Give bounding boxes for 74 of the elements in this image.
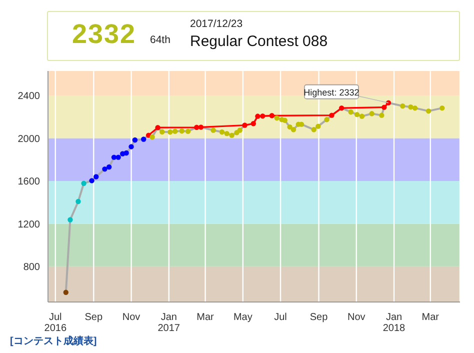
point <box>382 104 387 110</box>
point <box>354 112 360 118</box>
point <box>400 103 406 109</box>
point <box>316 124 321 129</box>
point <box>106 164 112 170</box>
chart-title: Regular Contest 088 <box>190 33 328 50</box>
point <box>210 128 216 133</box>
point <box>150 134 155 140</box>
point <box>168 129 173 135</box>
point <box>311 127 316 132</box>
x-tick-label: Jul 2016 <box>44 312 67 334</box>
point <box>324 116 330 122</box>
point <box>255 114 260 119</box>
point <box>89 178 94 184</box>
point <box>132 137 138 143</box>
point <box>260 113 266 119</box>
point <box>229 132 234 138</box>
point <box>124 150 129 156</box>
point <box>440 105 445 111</box>
point <box>76 198 81 204</box>
text: 2332 <box>72 19 136 50</box>
point <box>329 112 334 118</box>
x-tick-label: Mar <box>196 312 215 323</box>
point <box>102 166 108 172</box>
x-tick-label: Nov <box>122 312 140 323</box>
point <box>269 113 274 118</box>
point <box>179 128 184 134</box>
x-tick-label: Sep <box>84 312 103 323</box>
text: 64th <box>150 34 170 46</box>
y-tick-label: 2400 <box>18 91 40 102</box>
point <box>116 154 121 160</box>
annotation: Highest: 2332 <box>304 87 360 98</box>
point <box>155 125 160 130</box>
point <box>194 124 200 130</box>
point <box>68 217 73 222</box>
y-tick-label: 1600 <box>18 176 40 188</box>
point <box>290 127 296 132</box>
point <box>237 128 242 133</box>
point <box>412 105 418 111</box>
point <box>94 174 99 180</box>
point <box>160 129 165 134</box>
text: [コンテスト成績表] <box>10 334 97 348</box>
point <box>172 128 178 134</box>
point <box>287 124 292 130</box>
y-tick-label: 1200 <box>18 219 40 230</box>
point <box>63 290 68 295</box>
y-tick-label: 800 <box>23 262 40 273</box>
x-tick-label: Mar <box>422 312 440 323</box>
point <box>379 112 384 118</box>
x-tick-label: Sep <box>310 312 328 323</box>
chart-subtitle: 2017/12/23 <box>190 18 243 30</box>
point <box>250 121 256 126</box>
point <box>359 114 365 119</box>
x-tick-label: Jan 2017 <box>158 312 180 334</box>
point <box>408 104 414 110</box>
point <box>369 111 374 116</box>
point <box>282 118 288 123</box>
x-tick-label: Nov <box>347 312 366 323</box>
point <box>338 105 344 111</box>
point <box>426 108 432 114</box>
x-tick-label: Jan 2018 <box>382 312 406 334</box>
x-tick-label: Jul <box>274 312 287 323</box>
point <box>224 130 230 136</box>
point <box>81 180 86 186</box>
y-tick-label: 2000 <box>18 134 40 145</box>
point <box>198 124 204 130</box>
point <box>128 144 134 150</box>
x-tick-label: May <box>233 312 252 323</box>
point <box>348 109 354 115</box>
point <box>274 115 280 121</box>
point <box>242 122 248 128</box>
point <box>219 129 225 135</box>
point <box>141 136 146 142</box>
point <box>185 128 191 134</box>
